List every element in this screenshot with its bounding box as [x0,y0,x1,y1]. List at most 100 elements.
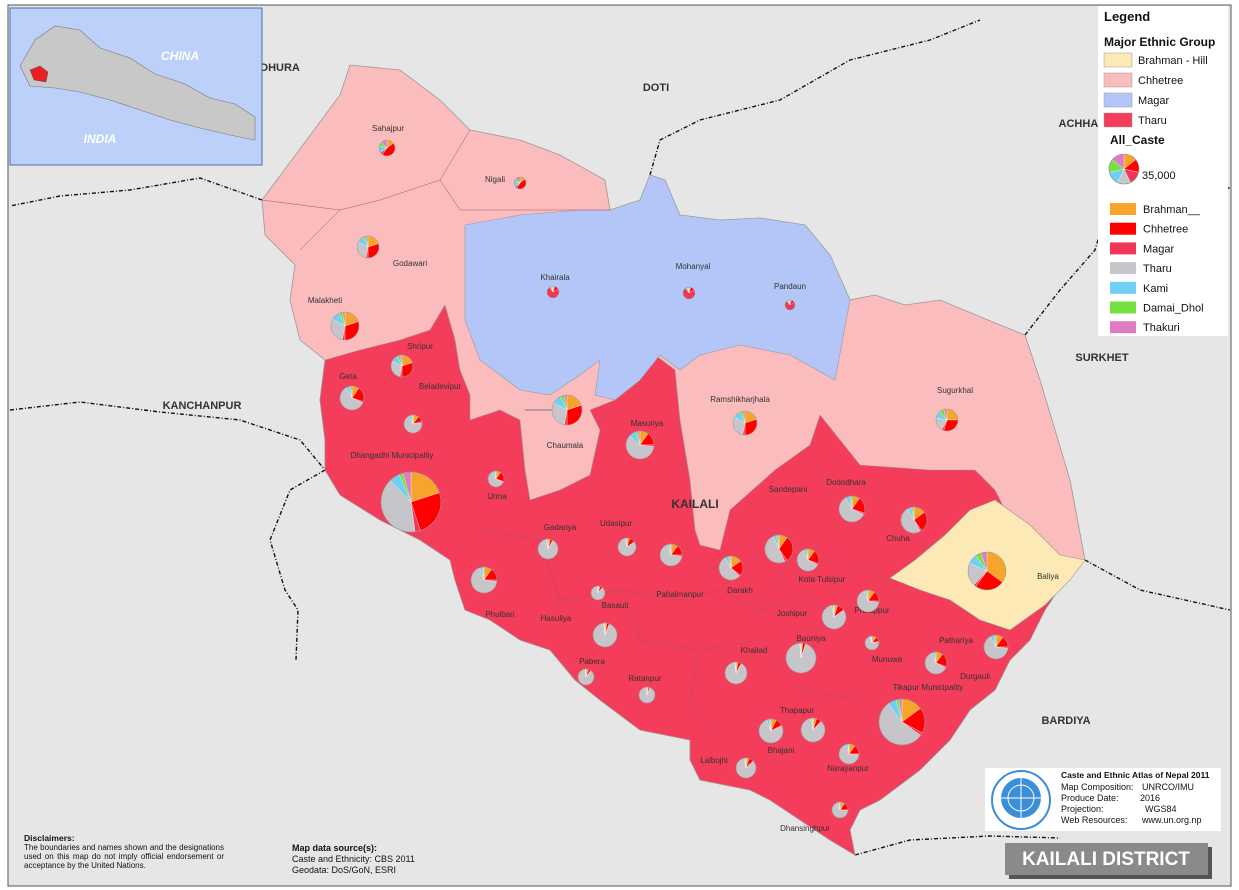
vdc-label: Tikapur Municipality [893,683,963,692]
pie-outline [924,651,948,675]
legend-swatch [1110,301,1136,314]
legend-label: Tharu [1138,115,1167,127]
pie-outline [356,235,380,259]
boundary [9,177,263,207]
vdc: Udasipur [600,519,637,557]
pie-outline [339,385,365,411]
vdc: Dhansinghpur [780,801,849,833]
pie-outline [821,604,847,630]
vdc: Urma [487,470,507,501]
vdc-label: Beladevipur [419,382,462,391]
neighbor-label: BARDIYA [1041,715,1090,727]
pie-outline [800,717,826,743]
legend-label: Kami [1143,283,1168,295]
legend: Legend Major Ethnic Group All_Caste 35,0… [1098,6,1228,336]
vdc-label: Geta [339,372,357,381]
vdc-label: Baliya [1037,572,1059,581]
vdc: Darakh [718,555,753,595]
vdc-label: Munuwa [872,655,903,664]
vdc: Thapapur [780,706,826,743]
vdc-label: Chaumala [547,441,584,450]
boundary [269,469,326,661]
vdc-label: Ramshikharjhala [710,395,770,404]
pie-outline [718,555,744,581]
credits-key: Produce Date: [1061,793,1119,803]
district-label: KAILALI [671,497,718,511]
vdc: Tikapur Municipality [878,683,963,746]
pie-outline [551,394,583,426]
vdc: Pathariya [924,636,973,675]
pie-outline [403,414,423,434]
legend-size-label: 35,000 [1142,170,1176,182]
vdc-label: Ratanpur [629,674,662,683]
vdc: Basauti [590,585,629,610]
vdc-label: Malakheti [308,296,342,305]
inset-nepal [19,25,256,141]
vdc-label: Basauti [602,601,629,610]
vdc: Malakheti [308,296,360,341]
pie-outline [390,354,414,378]
pie-outline [682,286,696,300]
pie-outline [470,566,498,594]
vdc: Pratappur [854,589,890,615]
pie-outline [831,801,849,819]
legend-swatch [1110,321,1136,334]
vdc-label: Phulbari [485,610,515,619]
pie-outline [546,285,560,299]
boundary [1084,559,1231,611]
pie-outline [856,589,880,613]
inset-label: INDIA [84,132,117,146]
vdc-label: Bhajani [768,746,795,755]
pie-outline [935,408,959,432]
pie-outline [638,686,656,704]
credits: Caste and Ethnic Atlas of Nepal 2011 Map… [985,768,1221,831]
vdc: Pabera [577,657,605,686]
pie-outline [735,757,757,779]
vdc: Narayanpur [827,743,869,773]
credits-key: Web Resources: [1061,815,1127,825]
vdc-label: Bauniya [797,634,826,643]
vdc: Shripur [390,342,433,378]
vdc-label: Sahajpur [372,124,404,133]
pie-outline [592,622,618,648]
disclaimer-text: The boundaries and names shown and the d… [24,843,224,870]
region-magar [464,174,851,401]
pie-outline [625,430,655,460]
pie-outline [330,311,360,341]
credits-value: www.un.org.np [1141,815,1202,825]
pie-outline [838,495,866,523]
pie-outline [838,743,860,765]
vdc: Khairala [540,273,570,299]
legend-label: Brahman - Hill [1138,55,1208,67]
sources-line: Caste and Ethnicity: CBS 2011 [292,854,415,864]
vdc: Baliya [967,551,1059,591]
vdc-label: Shripur [407,342,433,351]
vdc-label: Urma [487,492,507,501]
pie-outline [513,176,527,190]
legend-swatch [1110,262,1136,275]
credits-value: 2016 [1140,793,1160,803]
vdc: Chuha [886,506,928,543]
vdc-label: Thapapur [780,706,815,715]
pie-outline [724,661,748,685]
vdc: Dododhara [826,478,866,523]
credits-value: WGS84 [1145,804,1177,814]
neighbor-labels: DHURA DOTI ACHHAM SURKHET KANCHANPUR BARDIYA [163,62,1129,727]
legend-swatch [1103,92,1133,108]
boundary [854,835,1061,856]
legend-size-symbol [1108,153,1140,185]
map-title-box: KAILALI DISTRICT [1005,843,1212,879]
inset-label: CHINA [161,49,199,63]
vdc: Mohanyal [676,262,711,300]
pie-outline [864,635,880,651]
pie-outline [732,410,758,436]
neighbor-label: DOTI [643,82,669,94]
vdc: Chaumala [547,394,584,450]
neighbor-label: SURKHET [1075,352,1128,364]
vdc: Sugurkhal [935,386,973,432]
pie-outline [487,470,505,488]
legend-label: Tharu [1143,263,1172,275]
vdc-label: Pabera [579,657,605,666]
vdc-label: Sugurkhal [937,386,973,395]
